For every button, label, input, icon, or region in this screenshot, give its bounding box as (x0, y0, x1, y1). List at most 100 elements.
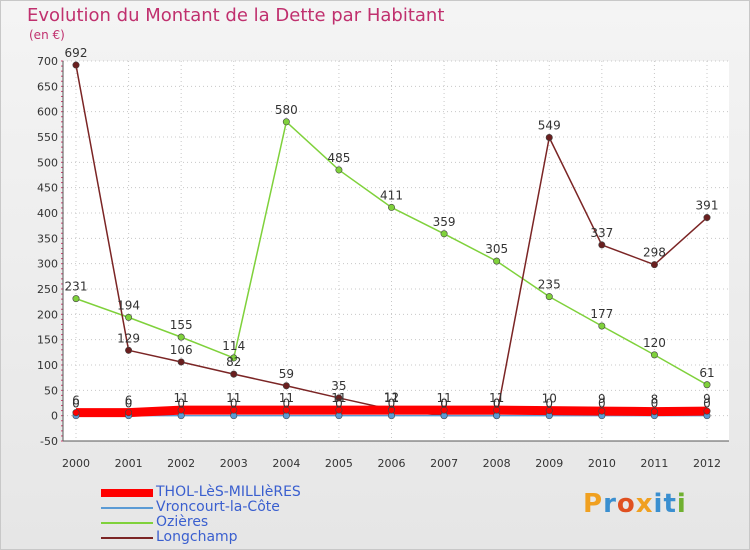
data-label: 0 (388, 397, 396, 411)
logo-letter: i (676, 489, 687, 519)
data-label: 0 (283, 397, 291, 411)
y-tick-label: 500 (37, 156, 58, 169)
chart-unit-label: (en €) (29, 28, 65, 42)
data-point (493, 406, 501, 414)
data-label: 11 (436, 391, 451, 405)
x-tick-label: 2004 (272, 457, 300, 470)
y-tick-label: 250 (37, 283, 58, 296)
data-point (230, 406, 238, 414)
data-label: 0 (545, 397, 553, 411)
data-label: 298 (643, 246, 666, 260)
data-point (282, 118, 290, 126)
plot-area (63, 61, 729, 441)
x-tick-label: 2000 (62, 457, 90, 470)
data-label: 194 (117, 298, 140, 312)
legend-label: THOL-LèS-MILLIèRES (156, 484, 301, 500)
data-point (598, 407, 606, 415)
data-label: 0 (230, 397, 238, 411)
data-label: 305 (485, 242, 508, 256)
data-label: 359 (433, 215, 456, 229)
data-label: 0 (125, 397, 133, 411)
data-label: 485 (327, 151, 350, 165)
data-label: 0 (703, 397, 711, 411)
proxiti-logo: Proxiti (583, 489, 687, 519)
data-label: 0 (493, 397, 501, 411)
x-tick-label: 2007 (430, 457, 458, 470)
data-label: 129 (117, 331, 140, 345)
y-tick-label: 350 (37, 232, 58, 245)
data-label: 82 (226, 355, 241, 369)
data-label: 0 (177, 397, 185, 411)
x-tick-label: 2009 (535, 457, 563, 470)
data-label: 12 (384, 391, 399, 405)
data-point (493, 257, 501, 265)
data-label: 235 (538, 278, 561, 292)
logo-letter: t (663, 489, 677, 519)
y-tick-label: 400 (37, 207, 58, 220)
data-point (72, 295, 80, 303)
y-tick-label: 200 (37, 308, 58, 321)
data-point (703, 407, 711, 415)
data-point (177, 406, 185, 414)
data-label: 155 (170, 318, 193, 332)
data-label: 9 (598, 392, 606, 406)
legend-swatch (101, 537, 153, 539)
data-label: 35 (331, 379, 346, 393)
x-tick-label: 2008 (483, 457, 511, 470)
data-point (125, 346, 133, 354)
data-label: 0 (335, 397, 343, 411)
legend-label: Vroncourt-la-Côte (156, 499, 280, 515)
data-point (335, 406, 343, 414)
y-tick-label: 0 (51, 410, 58, 423)
y-tick-label: 650 (37, 80, 58, 93)
data-label: 114 (222, 339, 245, 353)
data-label: 120 (643, 336, 666, 350)
data-point (598, 241, 606, 249)
legend-swatch (101, 489, 153, 497)
y-tick-label: 550 (37, 131, 58, 144)
x-tick-label: 2005 (325, 457, 353, 470)
data-label: 391 (696, 199, 719, 213)
data-point (72, 409, 80, 417)
data-label: 337 (590, 226, 613, 240)
legend-swatch (101, 522, 153, 524)
data-point (545, 407, 553, 415)
data-point (650, 408, 658, 416)
x-tick-label: 2003 (220, 457, 248, 470)
data-point (282, 406, 290, 414)
x-tick-label: 2010 (588, 457, 616, 470)
data-label: 0 (598, 397, 606, 411)
data-point (545, 293, 553, 301)
y-tick-label: 700 (37, 55, 58, 68)
data-label: 11 (489, 391, 504, 405)
data-point (177, 358, 185, 366)
y-tick-label: -50 (40, 435, 58, 448)
data-point (650, 261, 658, 269)
x-tick-label: 2006 (378, 457, 406, 470)
logo-letter: i (653, 489, 664, 519)
legend-label: Longchamp (156, 529, 238, 545)
data-point (598, 322, 606, 330)
data-label: 0 (440, 397, 448, 411)
chart-title: Evolution du Montant de la Dette par Hab… (27, 5, 445, 26)
data-label: 0 (72, 397, 80, 411)
y-tick-label: 50 (44, 384, 58, 397)
logo-letter: x (635, 489, 654, 519)
data-label: 549 (538, 119, 561, 133)
data-label: 6 (72, 394, 80, 408)
data-point (335, 166, 343, 174)
data-point (335, 394, 343, 402)
data-label: 0 (493, 397, 501, 411)
data-point (125, 313, 133, 321)
x-tick-label: 2011 (640, 457, 668, 470)
data-point (703, 214, 711, 222)
data-point (387, 203, 395, 211)
data-label: 61 (699, 366, 714, 380)
data-label: 231 (65, 280, 88, 294)
logo-letter: P (583, 489, 604, 519)
data-label: 6 (125, 394, 133, 408)
data-label: 411 (380, 188, 403, 202)
data-point (177, 333, 185, 341)
legend-label: Ozières (156, 514, 209, 530)
y-tick-label: 450 (37, 182, 58, 195)
